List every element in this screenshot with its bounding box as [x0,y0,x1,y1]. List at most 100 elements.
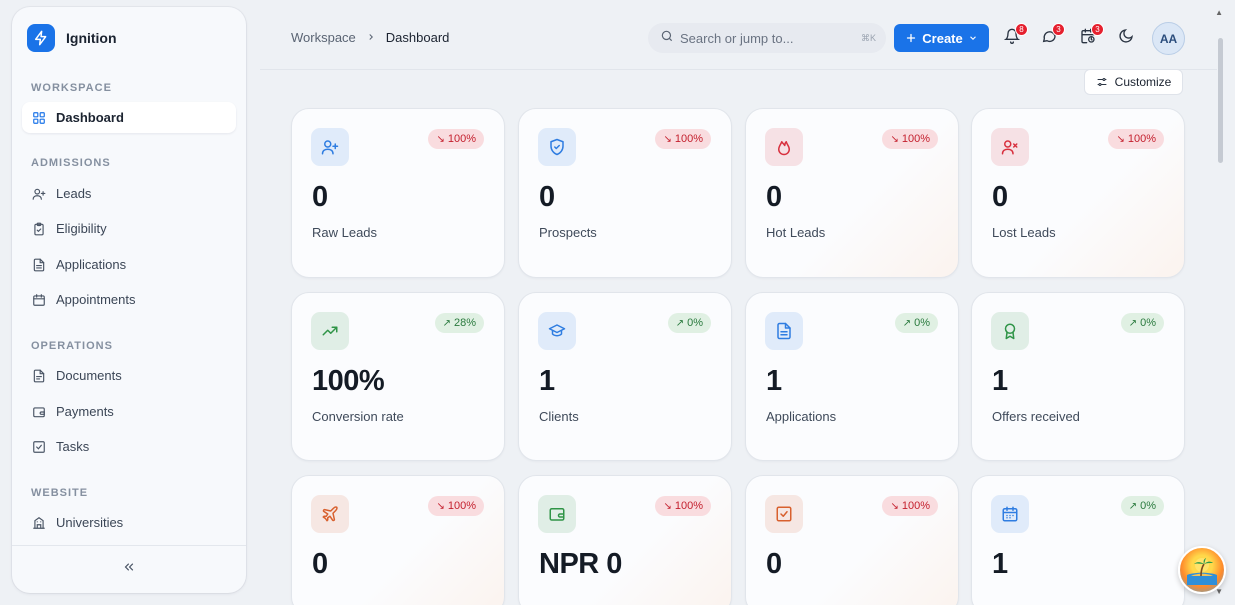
sidebar-item-leads[interactable]: Leads [22,178,236,209]
stat-label: Clients [539,409,579,424]
scroll-down-arrow-icon[interactable]: ▼ [1215,587,1223,596]
section-title-workspace: WORKSPACE [31,82,112,94]
sidebar-item-label: Eligibility [56,221,107,236]
change-badge: ↗ 0% [894,313,938,333]
stat-card[interactable]: ↘ 100% NPR 0 [518,475,732,605]
change-value: 100% [674,500,703,512]
sidebar-item-appointments[interactable]: Appointments [22,284,236,315]
search-input[interactable] [680,30,850,46]
stat-card[interactable]: ↘ 100% 0 Prospects [518,108,732,278]
brand[interactable]: Ignition [27,24,117,52]
arrow-up-right-icon: ↗ [675,317,685,329]
change-badge: ↘ 100% [882,129,938,149]
change-value: 0% [687,317,703,329]
arrow-up-right-icon: ↗ [1128,317,1138,329]
change-value: 100% [674,133,703,145]
stat-card[interactable]: ↘ 100% 0 Lost Leads [971,108,1185,278]
clipboard-check-icon [32,222,46,236]
change-value: 100% [447,500,476,512]
stat-label: Applications [766,409,837,424]
stat-card[interactable]: ↗ 28% 100% Conversion rate [291,292,505,461]
change-value: 100% [447,133,476,145]
avatar[interactable]: AA [1152,22,1185,55]
arrow-down-right-icon: ↘ [890,500,899,512]
sliders-icon [1096,76,1108,88]
change-badge: ↘ 100% [655,496,711,516]
double-chevron-left-icon[interactable] [122,560,136,579]
wallet-icon [538,495,576,533]
checkbox-icon [32,440,46,454]
plus-icon [905,32,917,44]
change-value: 0% [1140,500,1156,512]
moon-icon [1118,28,1134,49]
stat-card[interactable]: ↗ 0% 1 [971,475,1185,605]
arrow-down-right-icon: ↘ [663,133,672,145]
customize-label: Customize [1114,75,1172,89]
sidebar-item-tasks[interactable]: Tasks [22,431,236,462]
sidebar-item-label: Leads [56,186,92,201]
brand-name: Ignition [66,30,117,46]
stat-card[interactable]: ↘ 100% 0 [745,475,959,605]
customize-button[interactable]: Customize [1084,69,1183,95]
palm-island-icon [1185,551,1219,590]
sidebar-item-label: Tasks [56,439,90,454]
stat-card[interactable]: ↗ 0% 1 Offers received [971,292,1185,461]
scroll-up-arrow-icon[interactable]: ▲ [1215,8,1223,17]
sidebar-item-label: Appointments [56,292,136,307]
alerts-button[interactable]: 3 [1078,23,1104,49]
sidebar-item-dashboard[interactable]: Dashboard [22,102,236,133]
floating-assistant-button[interactable] [1178,546,1226,594]
stat-label: Conversion rate [312,409,404,424]
theme-toggle-button[interactable] [1116,27,1136,49]
change-badge: ↘ 100% [428,496,484,516]
stat-card[interactable]: ↘ 100% 0 Raw Leads [291,108,505,278]
bell-icon [1003,28,1021,49]
create-button[interactable]: Create [894,24,989,52]
messages-button[interactable]: 3 [1039,23,1065,49]
sidebar-item-universities[interactable]: Universities [22,507,236,538]
stat-value: 0 [766,181,782,213]
search-shortcut: ⌘K [860,32,876,43]
file-text-icon [765,312,803,350]
award-icon [991,312,1029,350]
change-value: 28% [453,317,476,329]
stat-card[interactable]: ↗ 0% 1 Applications [745,292,959,461]
stat-card[interactable]: ↘ 100% 0 Hot Leads [745,108,959,278]
stat-label: Hot Leads [766,225,826,240]
scrollbar-thumb[interactable] [1218,38,1223,163]
notifications-badge: 8 [1015,23,1028,36]
stat-value: 1 [992,548,1008,580]
sidebar-item-applications[interactable]: Applications [22,249,236,280]
sidebar-item-eligibility[interactable]: Eligibility [22,213,236,244]
change-badge: ↘ 100% [1108,129,1164,149]
stat-value: 100% [312,365,385,397]
stat-value: 0 [312,548,328,580]
arrow-down-right-icon: ↘ [1116,133,1125,145]
breadcrumb-workspace[interactable]: Workspace [291,30,356,45]
change-badge: ↗ 0% [1120,313,1164,333]
calendar-icon [991,495,1029,533]
user-plus-icon [311,128,349,166]
arrow-up-right-icon: ↗ [902,317,912,329]
sidebar-item-documents[interactable]: Documents [22,360,236,391]
stat-label: Raw Leads [312,225,378,240]
graduation-cap-icon [538,312,576,350]
sidebar-item-payments[interactable]: Payments [22,396,236,427]
trending-up-icon [311,312,349,350]
sidebar-item-label: Documents [56,368,122,383]
create-label: Create [922,30,963,46]
stat-card[interactable]: ↗ 0% 1 Clients [518,292,732,461]
user-plus-icon [32,187,46,201]
change-badge: ↗ 28% [434,313,484,333]
section-title-website: WEBSITE [31,487,89,499]
stat-label: Prospects [539,225,597,240]
messages-badge: 3 [1052,23,1065,36]
notifications-bell-button[interactable]: 8 [1002,23,1028,49]
sidebar: Ignition WORKSPACE Dashboard ADMISSIONS … [12,7,246,593]
search-bar[interactable]: ⌘K [648,23,886,53]
stat-value: 0 [992,181,1008,213]
sidebar-item-label: Applications [56,257,127,272]
grid-icon [32,111,46,125]
stat-card[interactable]: ↘ 100% 0 [291,475,505,605]
shield-check-icon [538,128,576,166]
